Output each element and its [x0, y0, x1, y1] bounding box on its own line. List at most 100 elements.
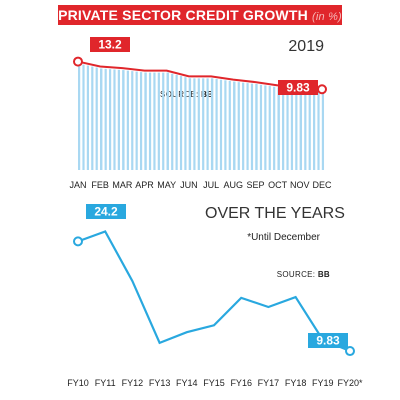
dec-value-tag-text: 9.83: [286, 81, 310, 95]
bar-stripe: [95, 67, 98, 170]
bar-stripe: [233, 81, 236, 170]
fy20-value-tag-bg: [308, 333, 348, 348]
bar-stripe: [299, 89, 303, 170]
month-tick-label: SEP: [246, 180, 264, 190]
fy20-value-tag-text: 9.83: [316, 334, 340, 348]
jan-value-tag-bg: [90, 37, 130, 52]
bar-stripe: [202, 78, 205, 170]
fy-tick-label: FY16: [230, 378, 252, 388]
bar-stripe: [242, 82, 245, 170]
over-the-years-title: OVER THE YEARS: [205, 205, 345, 222]
bar-stripe: [290, 88, 294, 170]
bar-stripe: [313, 90, 316, 170]
fy-tick-label: FY15: [203, 378, 225, 388]
bar-stripe: [317, 90, 320, 170]
bar-stripe: [197, 78, 200, 170]
bar-stripe: [108, 69, 112, 170]
source-bottom: SOURCE: BB: [277, 270, 330, 279]
yearly-endpoint: [73, 236, 83, 247]
jan-value-tag-text: 13.2: [98, 38, 122, 52]
fy-tick-label: FY13: [149, 378, 171, 388]
fy-tick-label: FY18: [285, 378, 307, 388]
bar-stripe: [100, 68, 103, 170]
fy-tick-label: FY19: [312, 378, 334, 388]
bar-stripe: [122, 70, 125, 170]
bar-stripe: [117, 69, 120, 170]
fy-tick-label: FY17: [258, 378, 280, 388]
bar-stripe: [175, 74, 178, 170]
bar-stripe: [184, 77, 187, 170]
bar-stripe: [211, 78, 214, 170]
month-tick-label: JAN: [69, 180, 86, 190]
bar-stripe: [188, 78, 192, 170]
year-label: 2019: [288, 38, 324, 55]
bar-stripe: [321, 91, 325, 170]
until-december-note: *Until December: [247, 232, 320, 243]
bar-stripe: [264, 85, 267, 170]
monthly-endpoint: [73, 56, 83, 67]
bar-stripe: [250, 83, 254, 170]
bar-stripe: [91, 66, 94, 170]
chart-title: PRIVATE SECTOR CREDIT GROWTH (in %): [58, 5, 342, 25]
bar-stripe: [144, 72, 147, 170]
bar-stripe: [228, 80, 231, 170]
bar-stripe: [295, 89, 298, 170]
month-tick-label: JUN: [180, 180, 198, 190]
monthly-endpoint: [317, 84, 327, 95]
bar-stripe: [206, 78, 209, 170]
bar-stripe: [157, 72, 160, 170]
bar-stripe: [259, 84, 263, 170]
month-tick-label: OCT: [268, 180, 288, 190]
month-tick-label: APR: [135, 180, 154, 190]
bar-stripe: [139, 72, 143, 170]
bar-stripe: [166, 72, 169, 170]
bar-stripe: [135, 71, 138, 170]
source-bottom-value: BB: [317, 270, 330, 279]
fy10-value-tag-text: 24.2: [94, 205, 118, 219]
source-bottom-label: SOURCE:: [276, 270, 316, 279]
bar-stripe: [219, 79, 223, 170]
source-top-label: SOURCE:: [160, 90, 199, 99]
bar-stripe: [304, 90, 307, 170]
month-tick-label: NOV: [290, 180, 310, 190]
bar-stripe: [148, 72, 152, 170]
fy10-value-tag-bg: [86, 204, 126, 219]
bar-stripe: [215, 79, 218, 170]
fy-tick-label: FY20*: [337, 378, 363, 388]
bar-stripe: [268, 86, 271, 170]
bar-stripe: [193, 78, 196, 170]
bar-stripe: [286, 88, 289, 170]
bar-stripe: [126, 70, 129, 170]
bar-stripe: [162, 72, 165, 170]
dec-value-tag-bg: [278, 80, 318, 95]
month-tick-label: JUL: [203, 180, 219, 190]
month-tick-label: AUG: [224, 180, 244, 190]
bar-stripe: [82, 64, 85, 170]
fy-tick-label: FY10: [67, 378, 89, 388]
bar-stripe: [255, 84, 258, 170]
bar-stripe: [104, 68, 107, 170]
bar-stripe: [78, 63, 81, 171]
bar-stripe: [179, 76, 183, 170]
bar-stripe: [171, 73, 174, 170]
bar-stripe: [277, 87, 280, 170]
fy-tick-label: FY11: [95, 378, 116, 388]
fy-tick-label: FY12: [122, 378, 144, 388]
bar-stripe: [246, 83, 249, 170]
fy-tick-label: FY14: [176, 378, 198, 388]
bar-stripe: [282, 87, 285, 170]
bar-stripe: [113, 69, 116, 170]
bar-stripe: [308, 90, 311, 170]
month-tick-label: MAR: [112, 180, 133, 190]
yearly-endpoint: [345, 346, 355, 357]
bar-stripe: [153, 72, 156, 170]
bar-stripe: [224, 80, 227, 170]
bar-stripe: [131, 71, 134, 170]
title-unit: (in %): [311, 11, 342, 23]
yearly-line: [77, 230, 351, 353]
title-main: PRIVATE SECTOR CREDIT GROWTH: [58, 7, 308, 23]
month-tick-label: MAY: [157, 180, 176, 190]
bar-stripe: [273, 86, 276, 170]
